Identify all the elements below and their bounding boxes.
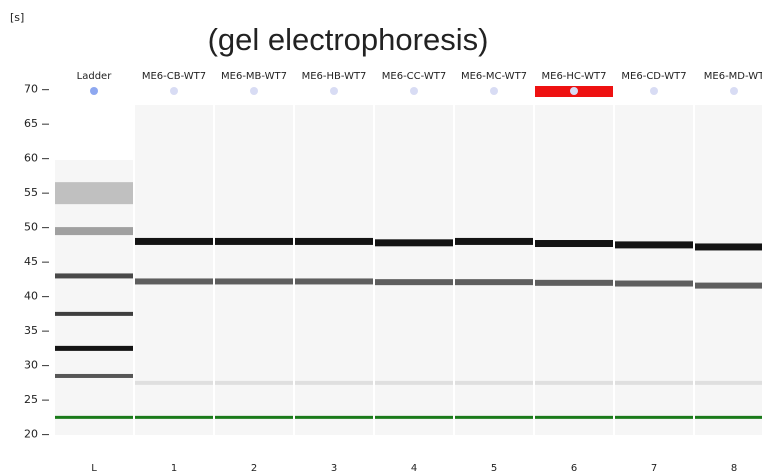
band [55, 346, 133, 351]
lane-label: 2 [251, 463, 257, 474]
band [55, 273, 133, 278]
marker-band [375, 416, 453, 419]
band [135, 278, 213, 284]
lane-name: ME6-CB-WT7 [142, 71, 206, 82]
y-tick-label: 70 [24, 83, 38, 96]
band [215, 381, 293, 385]
lane-label: 6 [571, 463, 577, 474]
marker-band [695, 416, 762, 419]
band [55, 182, 133, 204]
lane-background [375, 105, 453, 435]
y-tick-label: 50 [24, 221, 38, 234]
y-tick-label: 65 [24, 117, 38, 130]
lane-name: ME6-HB-WT7 [302, 71, 367, 82]
band [55, 374, 133, 378]
y-tick-label: 60 [24, 152, 38, 165]
band [215, 278, 293, 284]
y-tick-label: 30 [24, 359, 38, 372]
lane-dot [170, 87, 178, 95]
y-tick-label: 25 [24, 393, 38, 406]
y-tick-label: 55 [24, 186, 38, 199]
band [375, 381, 453, 385]
lane-dot [250, 87, 258, 95]
band [615, 241, 693, 248]
band [695, 243, 762, 250]
band [135, 238, 213, 245]
band [375, 239, 453, 246]
marker-band [535, 416, 613, 419]
marker-band [455, 416, 533, 419]
lane-dot [90, 87, 98, 95]
lane-label: 8 [731, 463, 737, 474]
lane-background [215, 105, 293, 435]
band [455, 279, 533, 285]
band [375, 279, 453, 285]
marker-band [55, 416, 133, 419]
lane-label: L [91, 463, 97, 474]
y-tick-label: 45 [24, 255, 38, 268]
lane-dot [730, 87, 738, 95]
lane-label: 1 [171, 463, 177, 474]
band [55, 227, 133, 235]
band [695, 283, 762, 289]
band [215, 238, 293, 245]
lane-name: ME6-CC-WT7 [382, 71, 446, 82]
lane-dot [650, 87, 658, 95]
band [695, 381, 762, 385]
lane-name: Ladder [77, 71, 113, 82]
y-tick-label: 40 [24, 290, 38, 303]
marker-band [615, 416, 693, 419]
marker-band [215, 416, 293, 419]
band [535, 240, 613, 247]
lane-dot [490, 87, 498, 95]
lane-background [535, 105, 613, 435]
lane-background [135, 105, 213, 435]
lane-label: 4 [411, 463, 417, 474]
lane-name: ME6-CD-WT7 [621, 71, 686, 82]
y-tick-label: 35 [24, 324, 38, 337]
lane-label: 5 [491, 463, 497, 474]
title: (gel electrophoresis) [208, 22, 489, 57]
band [535, 381, 613, 385]
lane-background [295, 105, 373, 435]
lane-background [455, 105, 533, 435]
marker-band [135, 416, 213, 419]
band [295, 278, 373, 284]
band [455, 238, 533, 245]
lane-background [695, 105, 762, 435]
lane-name: ME6-MB-WT7 [221, 71, 287, 82]
lane-dot [570, 87, 578, 95]
band [455, 381, 533, 385]
lane-background [615, 105, 693, 435]
band [615, 381, 693, 385]
band [295, 381, 373, 385]
lane-name: ME6-MD-WT [704, 71, 762, 82]
y-tick-label: 20 [24, 428, 38, 441]
band [55, 312, 133, 316]
marker-band [295, 416, 373, 419]
band [535, 280, 613, 286]
band [295, 238, 373, 245]
lane-label: 3 [331, 463, 337, 474]
lane-name: ME6-MC-WT7 [461, 71, 527, 82]
unit-label: [s] [10, 11, 24, 24]
lane-dot [410, 87, 418, 95]
band [615, 281, 693, 287]
lane-dot [330, 87, 338, 95]
gel-view: [s] (gel electrophoresis) 70656055504540… [0, 0, 762, 476]
lane-name: ME6-HC-WT7 [542, 71, 607, 82]
band [135, 381, 213, 385]
lane-label: 7 [651, 463, 657, 474]
